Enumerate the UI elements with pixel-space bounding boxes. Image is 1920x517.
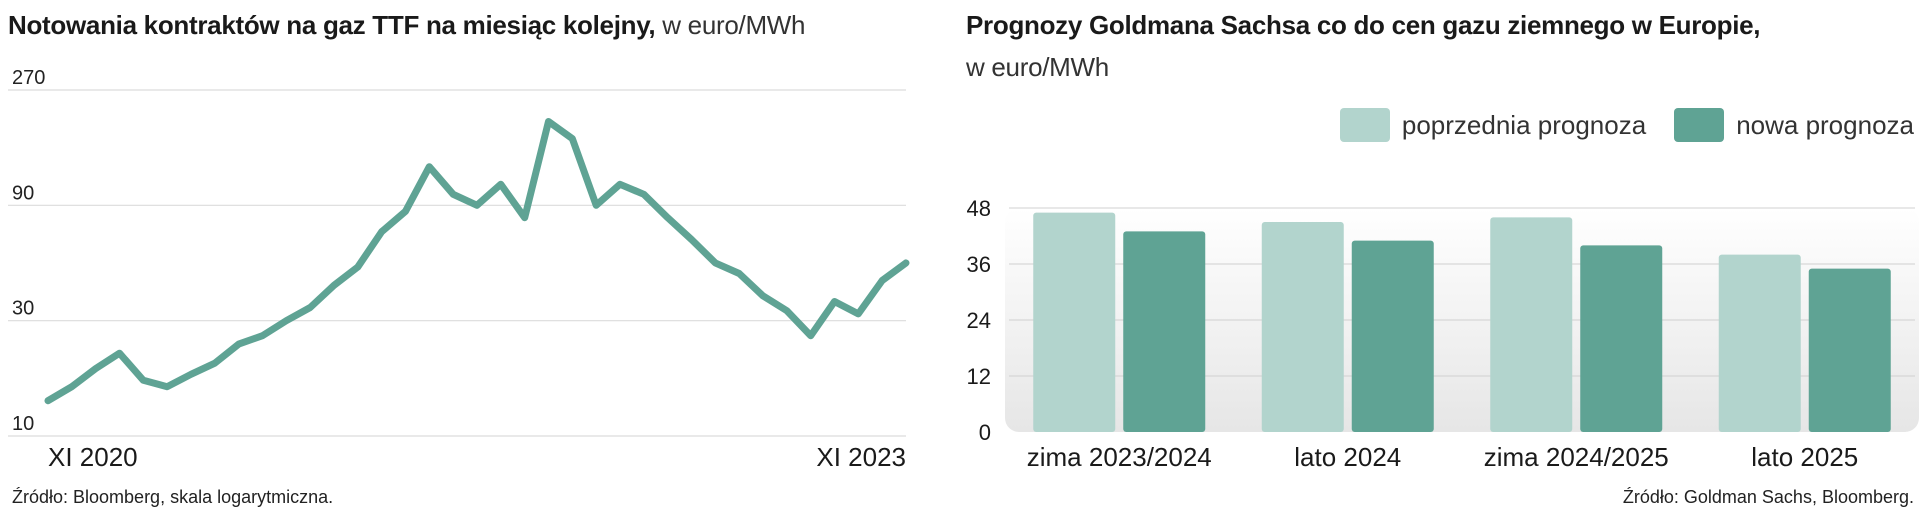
right-chart-title-unit: w euro/MWh	[966, 52, 1109, 82]
right-chart-source: Źródło: Goldman Sachs, Bloomberg.	[1622, 487, 1914, 507]
legend-label-new: nowa prognoza	[1736, 109, 1914, 140]
line-ytick-label: 10	[12, 413, 34, 435]
bar-ytick-label: 0	[979, 420, 991, 445]
legend-swatch-new	[1674, 108, 1725, 142]
left-chart-title-unit: w euro/MWh	[655, 10, 806, 40]
left-chart-title: Notowania kontraktów na gaz TTF na miesi…	[8, 4, 908, 46]
bar-new-3	[1580, 245, 1663, 432]
line-ytick-label: 270	[12, 67, 45, 89]
line-ytick-label: 90	[12, 182, 34, 204]
line-xlabel-end: XI 2023	[816, 442, 906, 472]
bar-old-3	[1490, 217, 1573, 432]
bar-ytick-label: 48	[967, 196, 991, 221]
line-chart: 10 30 90 270 XI 2020 XI 2023	[8, 67, 910, 472]
bar-new-2	[1351, 240, 1434, 432]
line-series-ttf	[44, 118, 910, 405]
bar-category-label: zima 2023/2024	[1027, 442, 1212, 472]
legend-label-old: poprzednia prognoza	[1401, 109, 1647, 140]
bar-old-2	[1261, 222, 1344, 432]
bar-new-4	[1808, 268, 1891, 432]
line-xlabel-start: XI 2020	[48, 442, 138, 472]
legend-swatch-old	[1339, 108, 1390, 142]
bar-ytick-label: 12	[967, 364, 991, 389]
bar-old-4	[1718, 254, 1801, 432]
bar-category-label: lato 2025	[1751, 442, 1858, 472]
left-chart-source: Źródło: Bloomberg, skala logarytmiczna.	[12, 487, 334, 507]
legend-item-new: nowa prognoza	[1674, 108, 1914, 142]
bar-chart: 0 12 24 36 48 zima 2023/2024 lato 2024 zima 202…	[967, 196, 1919, 472]
bar-category-label: lato 2024	[1294, 442, 1401, 472]
bar-ytick-label: 36	[967, 252, 991, 277]
bar-category-label: zima 2024/2025	[1484, 442, 1669, 472]
right-chart-title: Prognozy Goldmana Sachsa co do cen gazu …	[966, 4, 1906, 88]
bar-chart-legend: poprzednia prognoza nowa prognoza	[1312, 108, 1914, 142]
legend-item-old: poprzednia prognoza	[1339, 108, 1647, 142]
left-chart-title-bold: Notowania kontraktów na gaz TTF na miesi…	[8, 10, 656, 40]
bar-old-1	[1033, 212, 1116, 432]
line-ytick-label: 30	[12, 298, 34, 320]
bar-ytick-label: 24	[967, 308, 991, 333]
right-chart-title-bold: Prognozy Goldmana Sachsa co do cen gazu …	[966, 10, 1761, 40]
bar-new-1	[1123, 231, 1206, 432]
